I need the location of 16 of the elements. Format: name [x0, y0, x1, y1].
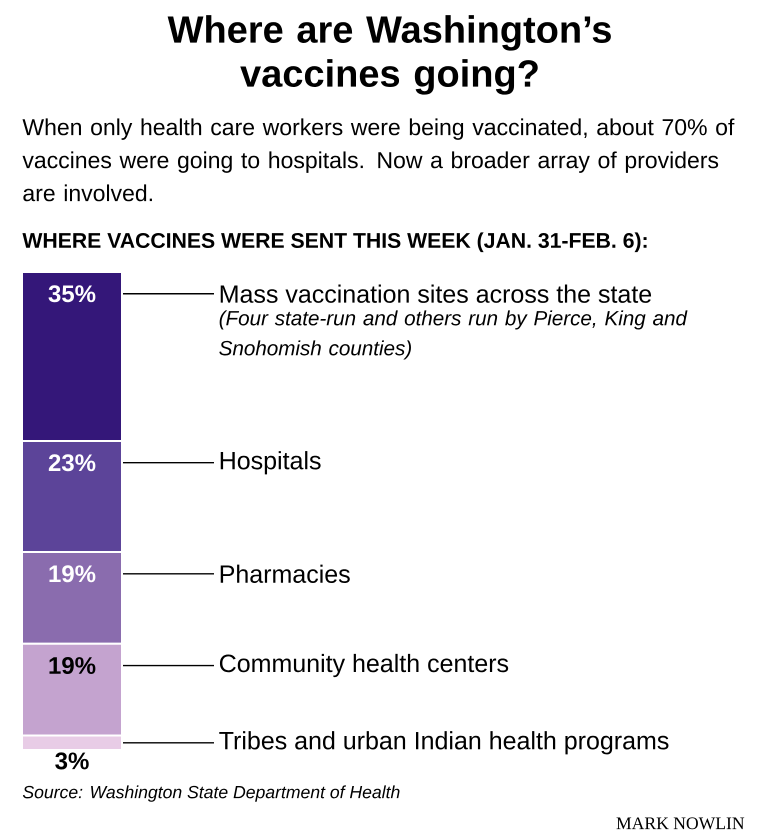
text: WHERE VACCINES WERE SENT THIS WEEK (JAN. 31-FEB. 6): [22, 232, 647, 252]
data-label: 19% [49, 657, 96, 674]
text: Tribes and urban Indian health programs [219, 731, 668, 754]
text: (Four state-run and others run by Pierce, King and Snohomish counties) [219, 310, 688, 360]
text: Where are Washington’s vaccines going? [168, 15, 611, 95]
text: Pharmacies [220, 564, 350, 583]
data-label: 35% [48, 285, 96, 302]
data-label: 3% [55, 752, 89, 770]
text: Mass vaccination sites across the state [220, 284, 652, 303]
text: MARK NOWLIN [616, 817, 744, 830]
text: Community health centers [220, 654, 508, 678]
source-note: Source: Washington State Department of Health [22, 785, 400, 802]
data-label: 19% [49, 565, 96, 582]
text: When only health care workers were being vaccinated, about 70% of vaccines were going to hospitals. Now a broader array of providers are involved. [22, 118, 734, 202]
data-label: 23% [48, 454, 96, 472]
text: Hospitals [220, 451, 321, 474]
